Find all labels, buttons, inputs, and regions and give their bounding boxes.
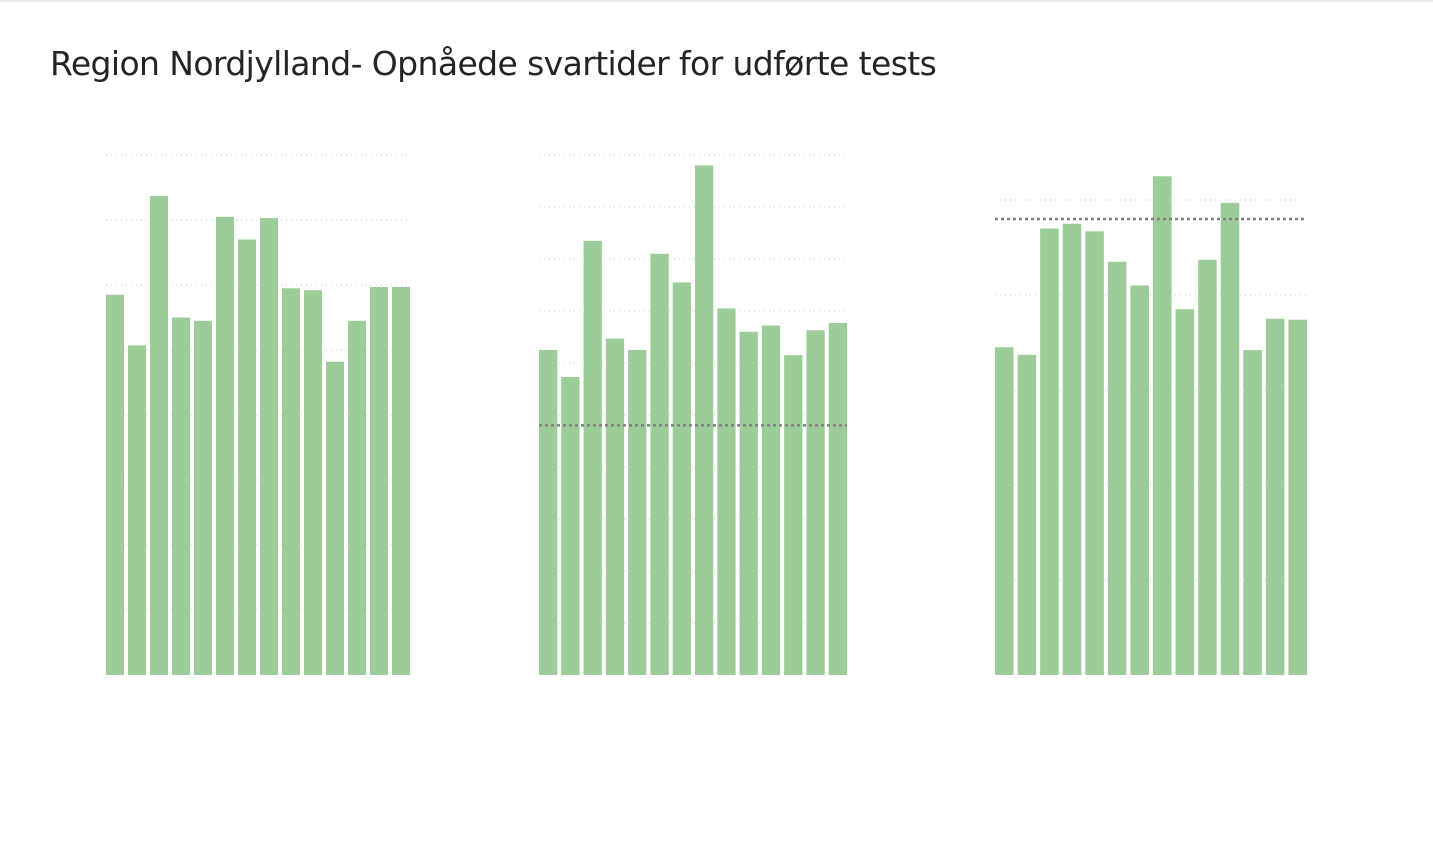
bar[interactable] [150, 195, 168, 675]
bar[interactable] [282, 288, 300, 675]
bar[interactable] [650, 253, 669, 676]
bar[interactable] [1017, 354, 1037, 675]
bar[interactable] [717, 308, 736, 675]
bar[interactable] [539, 350, 558, 675]
chart-panel-1 [106, 154, 410, 676]
bar[interactable] [1220, 202, 1240, 675]
bar[interactable] [1153, 176, 1172, 675]
bar[interactable] [260, 218, 278, 676]
bar[interactable] [106, 294, 124, 675]
bar[interactable] [1040, 228, 1059, 676]
bar[interactable] [216, 216, 234, 675]
bar[interactable] [605, 338, 625, 675]
bar[interactable] [695, 165, 714, 675]
bar[interactable] [1085, 231, 1104, 675]
bar[interactable] [1107, 261, 1127, 675]
bar[interactable] [806, 330, 825, 675]
bar[interactable] [238, 239, 256, 676]
bar[interactable] [1130, 285, 1149, 676]
bar[interactable] [172, 317, 190, 676]
bar[interactable] [1198, 259, 1217, 675]
bar[interactable] [1062, 223, 1082, 675]
page-title: Region Nordjylland- Opnåede svartider fo… [50, 44, 937, 83]
bar[interactable] [995, 347, 1014, 675]
bar[interactable] [392, 286, 410, 675]
bar[interactable] [761, 325, 781, 675]
bar[interactable] [583, 240, 602, 676]
chart-panel-3 [995, 176, 1307, 675]
bar[interactable] [1265, 318, 1285, 675]
bar[interactable] [194, 320, 212, 675]
bar[interactable] [370, 286, 388, 675]
top-border [0, 0, 1433, 2]
bar[interactable] [828, 322, 847, 675]
bar[interactable] [561, 377, 580, 675]
bar[interactable] [672, 282, 691, 675]
bar[interactable] [1288, 319, 1307, 675]
bar[interactable] [1243, 350, 1262, 675]
bar[interactable] [1175, 309, 1195, 675]
bar[interactable] [784, 355, 803, 675]
bar[interactable] [739, 331, 758, 675]
chart-panel-2 [539, 154, 847, 676]
bar[interactable] [348, 320, 366, 675]
bar[interactable] [326, 361, 344, 675]
bar[interactable] [304, 290, 322, 675]
bar[interactable] [628, 350, 647, 675]
bar[interactable] [128, 345, 146, 675]
